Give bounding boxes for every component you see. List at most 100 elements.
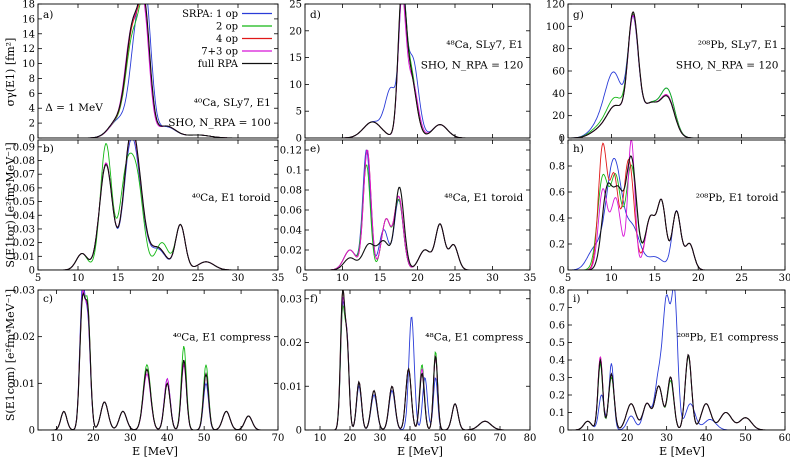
y-tick-label: 60 xyxy=(552,67,565,78)
x-tick-label: 60 xyxy=(464,433,477,444)
series-line-2-op xyxy=(38,291,278,430)
y-tick-label: 0.04 xyxy=(13,211,35,222)
x-tick-label: 20 xyxy=(87,433,100,444)
series-line-full-rpa xyxy=(38,140,278,270)
row-ylabel-top: σγ(E1) [fm²] xyxy=(4,38,17,107)
x-tick-label: 10 xyxy=(50,433,63,444)
y-tick-label: 0.02 xyxy=(13,238,35,249)
x-tick-label: 30 xyxy=(124,433,137,444)
y-tick-label: 120 xyxy=(546,0,565,11)
x-tick-label: 35 xyxy=(272,273,285,284)
series-line-2-op xyxy=(568,164,785,270)
y-tick-label: 14 xyxy=(22,29,35,40)
x-tick-label: 5 xyxy=(565,273,571,284)
xlabel-col3: E [MeV] xyxy=(659,445,705,458)
x-tick-label: 10 xyxy=(581,433,594,444)
y-tick-label: 0.03 xyxy=(280,294,302,305)
y-tick-label: 0.08 xyxy=(13,156,35,167)
y-tick-label: 4 xyxy=(29,104,35,115)
x-tick-label: 20 xyxy=(152,273,165,284)
x-tick-label: 5 xyxy=(302,273,308,284)
x-tick-label: 15 xyxy=(374,273,387,284)
series-line-7-3-op xyxy=(38,290,278,430)
y-tick-label: 0.1 xyxy=(286,166,302,177)
panel-label: a) xyxy=(43,9,53,21)
y-tick-label: 0.8 xyxy=(549,162,565,173)
x-tick-label: 30 xyxy=(374,433,387,444)
x-tick-label: 30 xyxy=(486,273,499,284)
y-tick-label: 0.6 xyxy=(549,321,565,332)
y-tick-label: 12 xyxy=(22,44,35,55)
series-line-full-rpa xyxy=(568,353,785,430)
y-tick-label: 0.1 xyxy=(549,408,565,419)
x-tick-label: 40 xyxy=(404,433,417,444)
panel-e: 0 0.02 0.04 0.06 0.08 0.1 0.12 5 10 15 20 25 30 35 e) ⁴… xyxy=(280,139,537,284)
legend-label: 4 op xyxy=(216,34,238,45)
series-line-srpa-1-op xyxy=(38,290,278,430)
series-line-4-op xyxy=(38,292,278,430)
series-line-2-op xyxy=(305,164,530,270)
panel-annotation: ⁴⁸Ca, E1 compress xyxy=(425,331,523,343)
x-tick-label: 50 xyxy=(434,433,447,444)
x-tick-label: 70 xyxy=(494,433,507,444)
series-line-7-3-op xyxy=(305,149,530,270)
x-tick-label: 35 xyxy=(524,273,537,284)
y-tick-label: 5 xyxy=(296,107,302,118)
y-tick-label: 0.09 xyxy=(13,142,35,153)
series-line-7-3-op xyxy=(38,4,278,138)
x-tick-label: 15 xyxy=(112,273,125,284)
x-tick-label: 25 xyxy=(192,273,205,284)
series-line-full-rpa xyxy=(305,186,530,270)
x-tick-label: 25 xyxy=(449,273,462,284)
y-tick-label: 0.07 xyxy=(13,170,35,181)
y-tick-label: 0.08 xyxy=(280,186,302,197)
y-tick-label: 0.2 xyxy=(549,240,565,251)
x-tick-label: 10 xyxy=(605,273,618,284)
x-tick-label: 60 xyxy=(235,433,248,444)
y-tick-label: 0 xyxy=(296,426,302,437)
panel-annotation: ²⁰⁸Pb, E1 toroid xyxy=(696,192,779,204)
panel-annotation: SHO, N_RPA = 120 xyxy=(676,59,779,71)
series-line-4-op xyxy=(568,142,785,270)
y-tick-label: 0.03 xyxy=(13,286,35,297)
x-tick-label: 70 xyxy=(272,433,285,444)
y-tick-label: 0.02 xyxy=(280,246,302,257)
panel-annotation: ⁴⁰Ca, E1 toroid xyxy=(192,192,271,204)
axes-frame xyxy=(567,139,786,271)
y-tick-label: 1 xyxy=(559,136,565,147)
legend-label: full RPA xyxy=(198,59,239,70)
xlabel-col1: E [MeV] xyxy=(132,445,178,458)
x-tick-label: 80 xyxy=(524,433,537,444)
y-tick-label: 0.06 xyxy=(280,206,302,217)
panel-annotation: SHO, N_RPA = 100 xyxy=(168,117,271,129)
panel-b: 0 0.01 0.02 0.03 0.04 0.05 0.06 0.07 0.08 0.09 5 10… xyxy=(13,139,285,284)
x-tick-label: 15 xyxy=(648,273,661,284)
panel-i: 0 0.1 0.2 0.3 0.4 0.5 0.6 0.7 0.8 10 20 30 40 50 60 i) ²… xyxy=(549,286,790,445)
x-tick-label: 40 xyxy=(161,433,174,444)
panel-a: 0 2 4 6 8 10 12 14 16 18 a) Δ = 1 MeV ⁴⁰Ca, SLy7, E1… xyxy=(22,0,279,145)
y-tick-label: 0.4 xyxy=(549,356,565,367)
x-tick-label: 10 xyxy=(336,273,349,284)
y-tick-label: 0.6 xyxy=(549,188,565,199)
panel-annotation: ⁴⁰Ca, SLy7, E1 xyxy=(194,97,271,109)
y-tick-label: 0 xyxy=(296,266,302,277)
row-ylabel-middle: S(E1tor) [e²fm⁴MeV⁻¹] xyxy=(4,142,17,267)
series-line-full-rpa xyxy=(568,155,785,270)
y-tick-label: 0.4 xyxy=(549,214,565,225)
series-line-srpa-1-op xyxy=(305,149,530,270)
y-tick-label: 100 xyxy=(546,22,565,33)
y-tick-label: 10 xyxy=(22,59,35,70)
x-tick-label: 20 xyxy=(621,433,634,444)
series-line-full-rpa xyxy=(568,11,785,138)
series-line-full-rpa xyxy=(305,290,530,430)
panel-annotation: ²⁰⁸Pb, E1 compress xyxy=(677,331,779,343)
axes-frame xyxy=(37,139,279,271)
y-tick-label: 18 xyxy=(22,0,35,11)
y-tick-label: 0.12 xyxy=(280,146,302,157)
series-line-full-rpa xyxy=(38,4,278,138)
panel-label: b) xyxy=(43,143,54,155)
x-tick-label: 30 xyxy=(232,273,245,284)
y-tick-label: 8 xyxy=(29,74,35,85)
row-ylabel-bottom: S(E1com) [e²fm⁴MeV⁻¹] xyxy=(4,289,17,421)
